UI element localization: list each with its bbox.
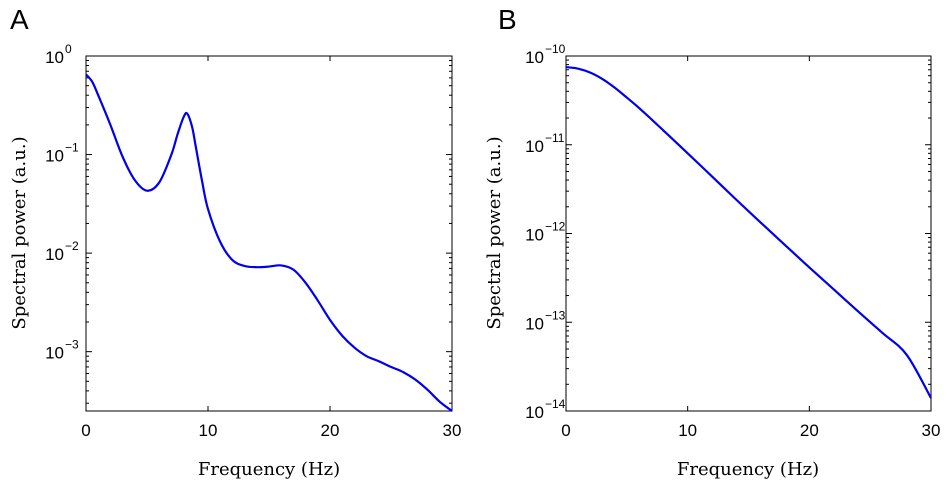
y-axis-label-b: Spectral power (a.u.) — [484, 136, 505, 329]
y-tick-label-a: 10 — [45, 245, 64, 264]
x-tick-label-a: 10 — [199, 421, 218, 440]
x-tick-label-a: 0 — [81, 421, 90, 440]
y-tick-exponent-a: 0 — [65, 42, 72, 56]
panel-label-b: B — [498, 4, 517, 35]
y-tick-exponent-a: −3 — [65, 338, 79, 352]
y-tick-exponent-b: −10 — [545, 42, 566, 56]
panel-a: Frequency (Hz) Spectral power (a.u.) 0 10… — [9, 42, 461, 480]
plot-frame-a — [85, 55, 453, 412]
plot-frame-b — [565, 55, 932, 412]
x-tick-label-a: 20 — [321, 421, 340, 440]
y-tick-exponent-b: −14 — [545, 397, 566, 411]
y-tick-exponent-b: −12 — [545, 220, 566, 234]
y-tick-exponent-a: −2 — [65, 239, 79, 253]
spectrum-line-b — [565, 65, 932, 399]
y-tick-exponent-b: −11 — [545, 131, 565, 145]
y-tick-exponent-b: −13 — [545, 308, 566, 322]
y-tick-label-b: 10 — [525, 137, 544, 156]
x-axis-label-b: Frequency (Hz) — [677, 459, 819, 480]
x-tick-label-b: 20 — [800, 421, 819, 440]
y-tick-label-a: 10 — [45, 48, 64, 67]
x-tick-label-b: 10 — [678, 421, 697, 440]
x-tick-label-a: 30 — [443, 421, 462, 440]
y-tick-label-b: 10 — [525, 403, 544, 422]
x-tick-label-b: 30 — [922, 421, 941, 440]
spectrum-line-a — [85, 73, 453, 412]
y-tick-label-a: 10 — [45, 344, 64, 363]
panel-label-a: A — [10, 4, 29, 35]
y-tick-exponent-a: −1 — [65, 141, 79, 155]
y-tick-label-b: 10 — [525, 48, 544, 67]
x-tick-label-b: 0 — [561, 421, 570, 440]
y-tick-label-a: 10 — [45, 147, 64, 166]
panel-b: Frequency (Hz) Spectral power (a.u.) 0 10… — [484, 42, 940, 480]
y-axis-label-a: Spectral power (a.u.) — [9, 136, 30, 329]
y-tick-label-b: 10 — [525, 226, 544, 245]
x-axis-label-a: Frequency (Hz) — [198, 459, 340, 480]
y-tick-label-b: 10 — [525, 314, 544, 333]
